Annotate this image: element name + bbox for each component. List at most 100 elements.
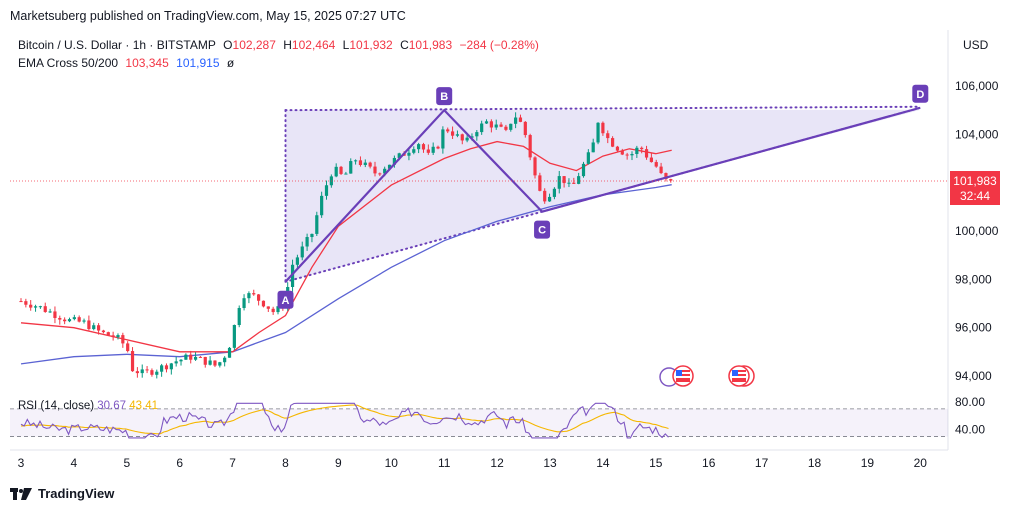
candle[interactable] [480, 123, 484, 133]
candle[interactable] [140, 369, 144, 374]
candle[interactable] [344, 173, 348, 175]
candle[interactable] [38, 306, 42, 308]
candle[interactable] [353, 160, 358, 162]
candle[interactable] [601, 122, 605, 134]
candle[interactable] [572, 182, 576, 184]
candle[interactable] [92, 325, 96, 330]
candle[interactable] [276, 306, 280, 313]
candle[interactable] [213, 360, 217, 366]
rsi-line[interactable] [20, 402, 669, 439]
candle[interactable] [358, 160, 363, 165]
candle[interactable] [198, 356, 203, 358]
pattern-point-c-badge[interactable] [534, 220, 551, 239]
candle[interactable] [630, 154, 634, 156]
candle[interactable] [310, 233, 314, 238]
candle[interactable] [547, 196, 552, 202]
pattern-zone[interactable] [285, 109, 921, 282]
candle[interactable] [625, 154, 629, 156]
candle[interactable] [450, 131, 455, 136]
candle[interactable] [460, 134, 464, 141]
symbol-title[interactable]: Bitcoin / U.S. Dollar · 1h · BITSTAMP [18, 38, 216, 52]
candle[interactable] [436, 146, 440, 149]
candle[interactable] [106, 332, 110, 336]
candle[interactable] [489, 121, 493, 128]
candle[interactable] [533, 157, 537, 176]
candle[interactable] [363, 162, 367, 165]
candle[interactable] [232, 325, 236, 348]
candle[interactable] [145, 369, 149, 371]
candle[interactable] [538, 175, 542, 191]
candle[interactable] [150, 370, 154, 375]
candle[interactable] [441, 129, 445, 149]
candle[interactable] [19, 301, 23, 303]
candle[interactable] [383, 168, 387, 174]
cd-leg-line[interactable] [541, 106, 921, 213]
candle[interactable] [669, 179, 673, 181]
candle[interactable] [72, 317, 76, 320]
candle[interactable] [101, 330, 106, 333]
candle[interactable] [300, 246, 304, 258]
candle[interactable] [261, 300, 266, 307]
candle[interactable] [349, 161, 353, 174]
pattern-point-d-badge[interactable] [912, 84, 929, 103]
rsi-label[interactable]: RSI (14, close) [18, 400, 95, 412]
candle[interactable] [373, 166, 377, 174]
candle[interactable] [494, 124, 498, 128]
candle[interactable] [581, 163, 586, 177]
candle[interactable] [528, 135, 532, 158]
candle[interactable] [644, 149, 649, 158]
candle[interactable] [320, 195, 324, 216]
candle[interactable] [649, 157, 653, 163]
candle[interactable] [29, 304, 33, 308]
candle[interactable] [514, 117, 518, 124]
candle[interactable] [266, 306, 270, 309]
candle[interactable] [334, 166, 338, 177]
candle[interactable] [654, 162, 658, 167]
candle[interactable] [339, 166, 343, 174]
candle[interactable] [412, 149, 416, 153]
candle[interactable] [87, 320, 91, 330]
candle[interactable] [620, 150, 624, 155]
candle[interactable] [130, 351, 135, 372]
candle[interactable] [160, 365, 164, 372]
candle[interactable] [237, 308, 241, 326]
candle[interactable] [179, 359, 183, 362]
candle[interactable] [407, 152, 411, 156]
candle[interactable] [43, 306, 47, 312]
candle[interactable] [446, 129, 450, 132]
candle[interactable] [184, 354, 188, 360]
candle[interactable] [421, 144, 426, 150]
candle[interactable] [324, 185, 329, 196]
candle[interactable] [290, 264, 295, 287]
candle[interactable] [208, 360, 212, 365]
candle[interactable] [397, 153, 401, 158]
ema-hidden-icon[interactable]: ø [226, 56, 235, 70]
candle[interactable] [58, 317, 62, 320]
candle[interactable] [155, 371, 159, 375]
candle[interactable] [562, 176, 566, 184]
candle[interactable] [368, 162, 372, 167]
candle[interactable] [257, 294, 261, 301]
candle[interactable] [227, 347, 232, 358]
candle[interactable] [67, 319, 72, 322]
pattern-point-b-badge[interactable] [436, 87, 453, 106]
candle[interactable] [387, 164, 392, 169]
candle[interactable] [417, 144, 421, 150]
candle[interactable] [431, 146, 435, 153]
candle[interactable] [586, 152, 590, 164]
candle[interactable] [664, 173, 668, 180]
candle[interactable] [218, 362, 222, 366]
ema-label[interactable]: EMA Cross 50/200 [18, 56, 119, 70]
candle[interactable] [591, 142, 595, 153]
candle[interactable] [111, 335, 115, 338]
candle[interactable] [174, 361, 178, 364]
candle[interactable] [82, 320, 86, 322]
candle[interactable] [606, 133, 610, 139]
candle[interactable] [164, 365, 169, 370]
candle[interactable] [504, 126, 508, 130]
candle[interactable] [53, 311, 57, 318]
candle[interactable] [189, 354, 193, 360]
candle[interactable] [96, 325, 101, 331]
candle[interactable] [610, 138, 615, 147]
